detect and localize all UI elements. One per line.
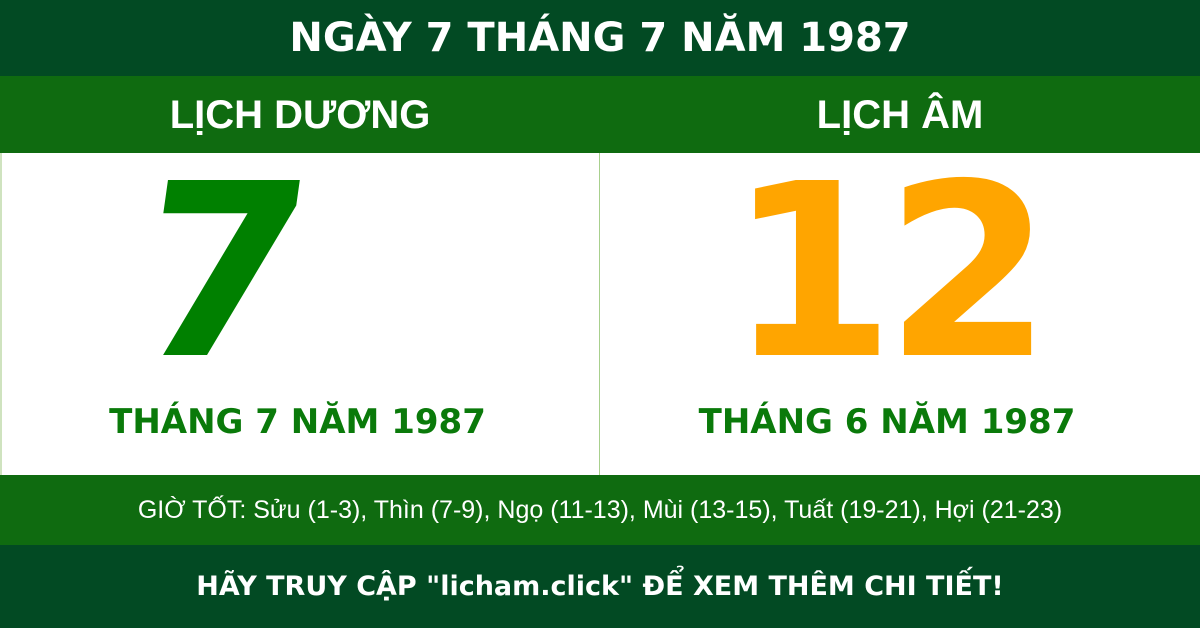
calendar-body: 7 THÁNG 7 NĂM 1987 12 THÁNG 6 NĂM 1987 [0, 132, 1200, 475]
solar-header: LỊCH DƯƠNG [169, 92, 431, 137]
solar-month-year: THÁNG 7 NĂM 1987 [109, 402, 486, 442]
solar-column: 7 THÁNG 7 NĂM 1987 [0, 132, 600, 475]
lunar-month-year: THÁNG 6 NĂM 1987 [698, 402, 1076, 442]
lunar-header: LỊCH ÂM [816, 92, 984, 137]
page-title: NGÀY 7 THÁNG 7 NĂM 1987 [0, 0, 1200, 76]
lunar-column: 12 THÁNG 6 NĂM 1987 [600, 152, 1200, 475]
footer-cta: HÃY TRUY CẬP "licham.click" ĐỂ XEM THÊM … [0, 545, 1200, 628]
good-hours: GIỜ TỐT: Sửu (1-3), Thìn (7-9), Ngọ (11-… [0, 475, 1200, 545]
lunar-day: 12 [728, 132, 1052, 412]
calendar-headers: LỊCH DƯƠNG LỊCH ÂM [0, 76, 1200, 153]
solar-day: 7 [119, 132, 326, 412]
